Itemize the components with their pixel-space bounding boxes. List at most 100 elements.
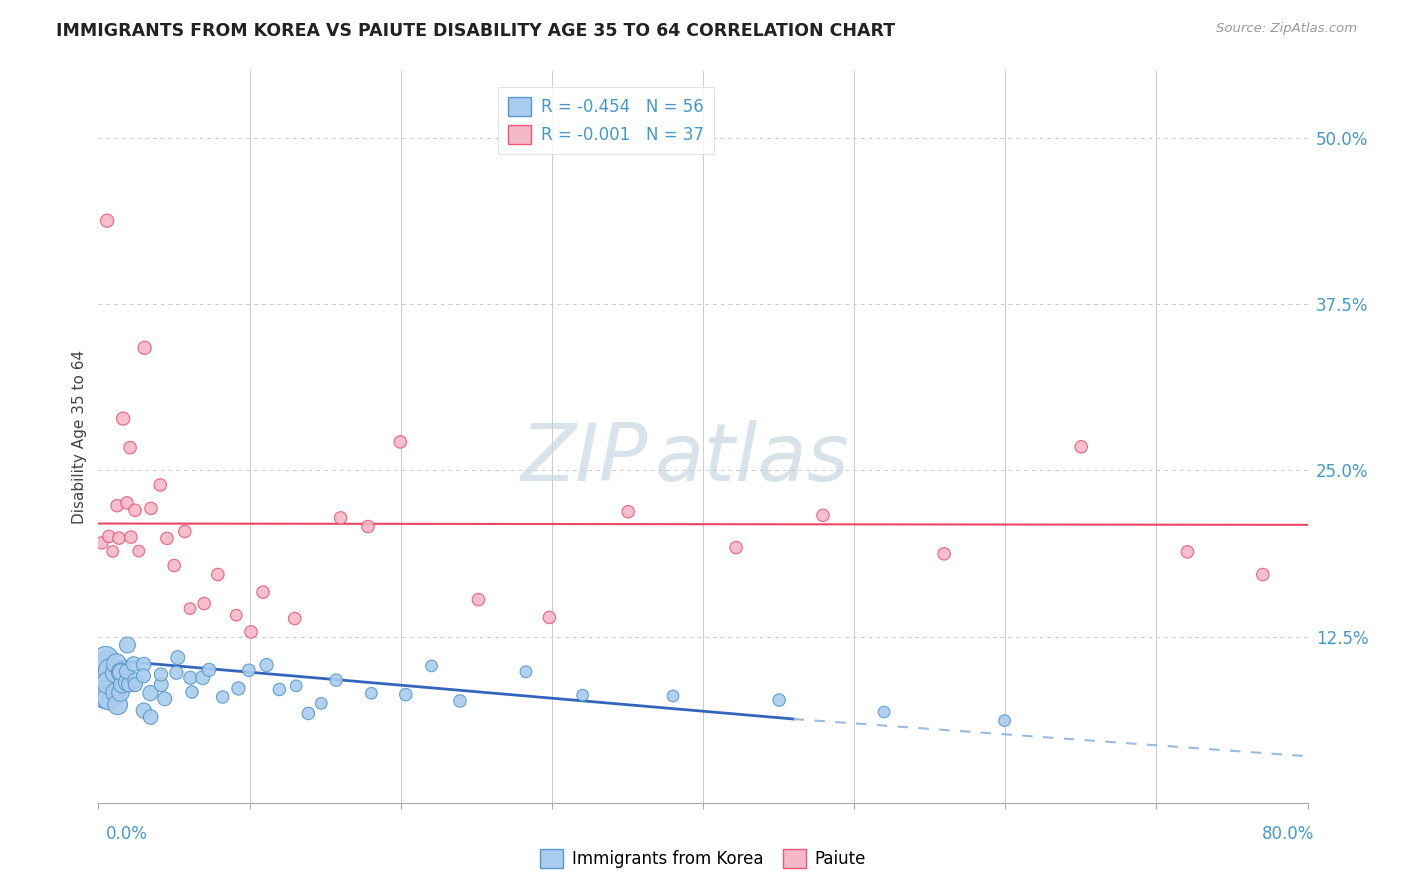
Point [96,213,118,227]
Point [994,714,1017,728]
Point [101,544,124,558]
Point [139,710,162,724]
Point [115,665,138,679]
Point [181,685,204,699]
Point [207,567,229,582]
Point [97,529,120,543]
Point [100,664,122,678]
Point [284,611,307,625]
Point [105,499,128,513]
Point [811,508,834,523]
Point [228,681,250,696]
Point [1070,440,1092,454]
Point [139,501,162,516]
Point [90,536,112,550]
Point [329,511,352,525]
Point [285,679,308,693]
Point [150,678,173,692]
Point [420,659,443,673]
Point [662,689,685,703]
Legend: R = -0.454   N = 56, R = -0.001   N = 37: R = -0.454 N = 56, R = -0.001 N = 37 [498,87,714,153]
Point [120,441,142,455]
Point [617,505,640,519]
Point [198,663,221,677]
Point [360,686,382,700]
Point [309,696,332,710]
Point [149,667,172,681]
Point [128,544,150,558]
Point [94,652,117,666]
Point [139,686,162,700]
Point [173,524,195,539]
Point [297,706,319,721]
Point [389,434,412,449]
Point [325,673,347,687]
Point [252,585,274,599]
Text: ZIP: ZIP [522,420,648,498]
Y-axis label: Disability Age 35 to 64: Disability Age 35 to 64 [72,350,87,524]
Point [193,597,215,611]
Point [873,705,896,719]
Point [90,658,112,673]
Point [98,691,121,706]
Point [112,411,135,425]
Point [122,657,145,671]
Point [124,503,146,517]
Point [153,691,176,706]
Point [110,685,132,699]
Point [1251,567,1274,582]
Point [357,519,380,533]
Point [118,677,141,691]
Text: IMMIGRANTS FROM KOREA VS PAIUTE DISABILITY AGE 35 TO 64 CORRELATION CHART: IMMIGRANTS FROM KOREA VS PAIUTE DISABILI… [56,22,896,40]
Point [515,665,537,679]
Point [240,624,263,639]
Point [538,610,561,624]
Point [115,496,138,510]
Point [105,657,128,671]
Point [110,665,132,679]
Point [449,694,471,708]
Point [111,677,134,691]
Point [768,693,790,707]
Point [225,608,247,623]
Point [110,665,132,680]
Point [104,685,127,699]
Point [117,638,139,652]
Point [256,658,278,673]
Point [120,530,142,544]
Point [96,653,118,667]
Point [166,650,188,665]
Point [163,558,186,573]
Point [108,531,131,545]
Point [725,541,748,555]
Point [104,665,127,680]
Point [934,547,956,561]
Point [124,673,146,688]
Point [211,690,233,704]
Text: atlas: atlas [655,420,849,498]
Point [467,592,489,607]
Point [149,478,172,492]
Point [179,671,201,685]
Text: Source: ZipAtlas.com: Source: ZipAtlas.com [1216,22,1357,36]
Point [156,532,179,546]
Point [571,688,593,702]
Point [191,671,214,685]
Point [132,669,155,683]
Point [132,704,155,718]
Point [94,688,117,702]
Point [97,676,120,690]
Point [179,601,201,615]
Text: 0.0%: 0.0% [105,825,148,843]
Point [395,688,418,702]
Point [1177,545,1199,559]
Point [132,657,155,672]
Point [115,675,138,690]
Point [124,678,146,692]
Legend: Immigrants from Korea, Paiute: Immigrants from Korea, Paiute [533,842,873,875]
Point [93,690,115,705]
Point [238,663,260,677]
Point [165,665,187,680]
Point [107,698,129,712]
Text: 80.0%: 80.0% [1263,825,1315,843]
